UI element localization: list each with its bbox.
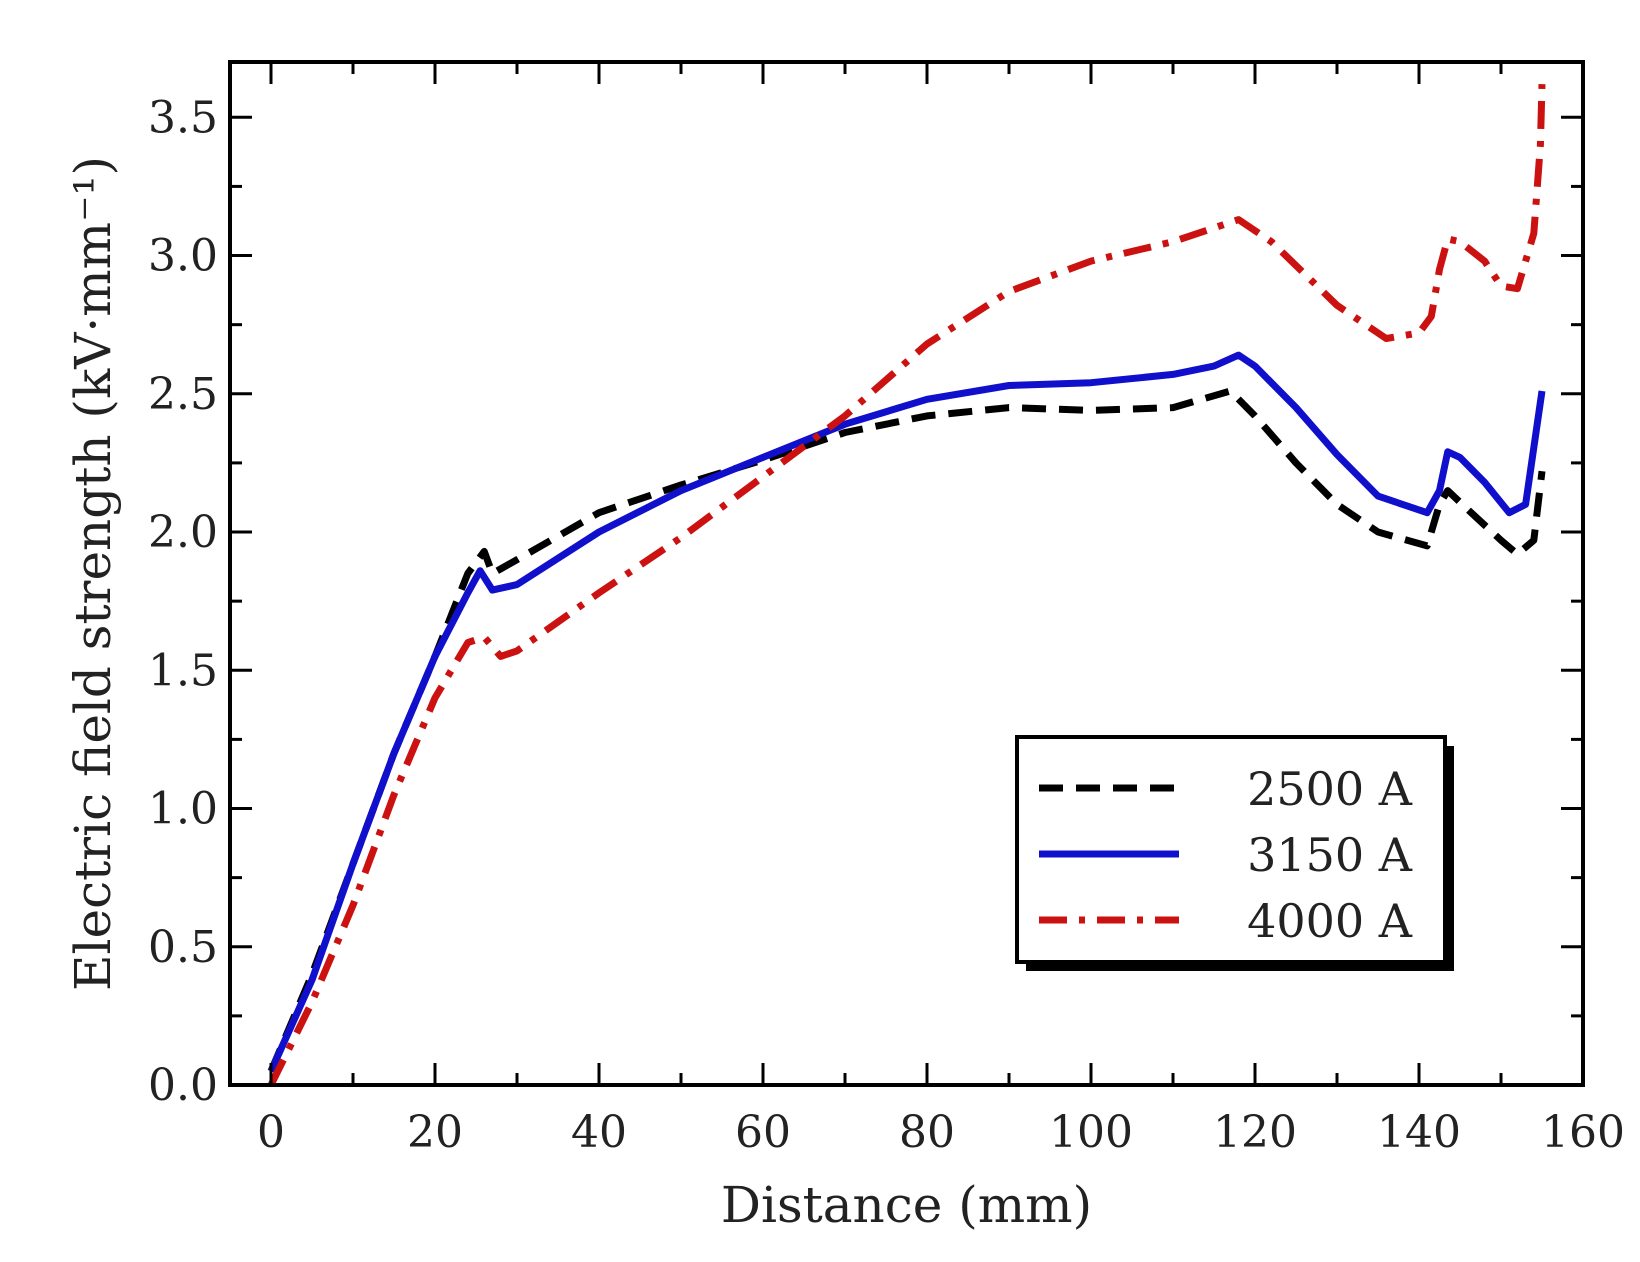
x-tick-label: 160	[1541, 1107, 1625, 1158]
y-axis-title: Electric field strength (kV·mm⁻¹)	[64, 156, 122, 991]
y-tick-label: 2.5	[148, 369, 218, 420]
plot-frame	[228, 60, 1585, 1087]
x-tick-label: 0	[257, 1107, 285, 1158]
legend-label: 4000 A	[1247, 894, 1413, 948]
legend-label: 3150 A	[1247, 828, 1413, 882]
x-tick-label: 60	[735, 1107, 791, 1158]
y-tick-label: 3.5	[148, 92, 218, 143]
y-tick-label: 1.5	[148, 645, 218, 696]
legend-label: 2500 A	[1247, 762, 1413, 816]
axis-tick-labels: 0 20 40 60 80 100 120 140 160 0.0 0.5 1.0 1.5 2.0 2.5 3…	[148, 92, 1625, 1158]
series-line-2500-a	[267, 387, 1546, 1073]
x-tick-label: 20	[407, 1107, 463, 1158]
axis-ticks	[230, 62, 1585, 1087]
x-tick-label: 40	[571, 1107, 627, 1158]
x-axis-title: Distance (mm)	[721, 1176, 1092, 1234]
legend-box	[1015, 735, 1447, 964]
y-tick-label: 1.0	[148, 784, 218, 835]
series-line-3150-a	[267, 351, 1546, 1073]
plot-area	[267, 84, 1546, 1087]
x-tick-label: 120	[1213, 1107, 1297, 1158]
y-tick-label: 3.0	[148, 231, 218, 282]
y-tick-label: 2.0	[148, 507, 218, 558]
legend: 2500 A 3150 A 4000 A	[1015, 735, 1454, 971]
series-line-4000-a	[267, 84, 1546, 1087]
y-tick-label: 0.5	[148, 922, 218, 973]
x-tick-label: 140	[1377, 1107, 1461, 1158]
x-tick-label: 100	[1049, 1107, 1133, 1158]
x-tick-label: 80	[899, 1107, 955, 1158]
y-tick-label: 0.0	[148, 1060, 218, 1111]
